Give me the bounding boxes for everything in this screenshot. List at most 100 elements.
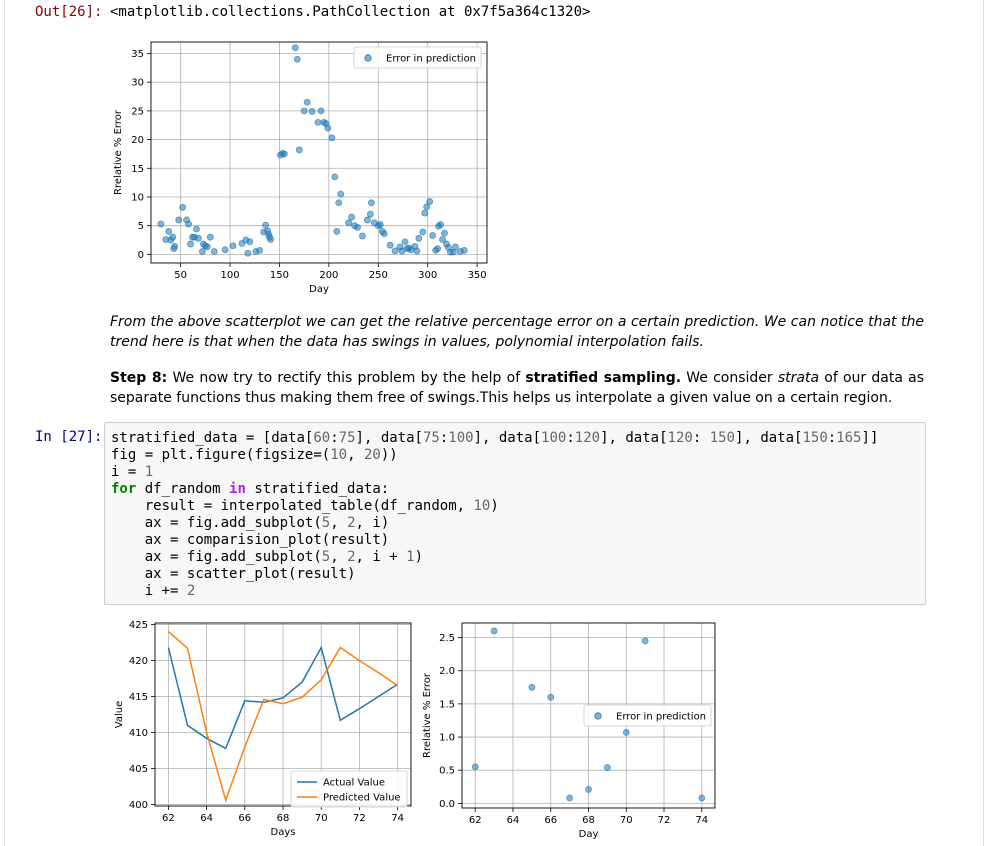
x-tick-label: 100 xyxy=(221,270,240,281)
data-point xyxy=(169,233,177,241)
data-point xyxy=(157,220,165,228)
code-line: fig = plt.figure(figsize=(10, 20)) xyxy=(111,447,398,463)
code-line: i += 2 xyxy=(144,583,196,599)
axes-frame xyxy=(150,41,488,264)
y-tick-label: 1.5 xyxy=(439,699,455,710)
x-tick-label: 150 xyxy=(270,270,289,281)
data-point xyxy=(434,245,441,253)
data-point xyxy=(528,683,536,691)
y-tick-label: 0 xyxy=(138,250,144,261)
y-axis-label: Rrelative % Error xyxy=(113,109,124,195)
y-tick-label: 420 xyxy=(129,656,148,667)
series-line xyxy=(167,631,399,803)
data-point xyxy=(367,199,375,207)
y-tick-label: 400 xyxy=(129,800,148,811)
x-axis-label: Day xyxy=(309,284,329,295)
data-point xyxy=(171,242,179,250)
data-point xyxy=(262,221,270,229)
x-tick-label: 350 xyxy=(468,270,487,281)
x-tick-label: 64 xyxy=(507,815,520,826)
data-point xyxy=(426,198,434,205)
data-point xyxy=(460,246,468,254)
x-tick-label: 200 xyxy=(319,270,338,281)
data-point xyxy=(187,240,194,248)
data-point xyxy=(244,249,252,257)
data-point xyxy=(421,209,429,217)
legend-box xyxy=(583,704,712,727)
code-line: for df_random in stratified_data: xyxy=(111,481,390,497)
y-tick-label: 2.5 xyxy=(439,633,455,644)
x-tick-label: 300 xyxy=(418,270,437,281)
data-point xyxy=(314,118,322,126)
data-point xyxy=(193,225,200,233)
data-point xyxy=(386,241,394,249)
in-prompt: In [27]: xyxy=(35,429,103,445)
legend-marker xyxy=(364,54,372,62)
x-tick-label: 68 xyxy=(582,815,595,826)
data-point xyxy=(698,794,706,802)
error-scatter-chart: 50 100 150 200 250 300 350 0 5 10 15 20 25 30 35 Day Rre… xyxy=(113,41,488,295)
y-tick-label: 15 xyxy=(131,164,144,175)
data-point xyxy=(437,221,444,228)
code-line: i = 1 xyxy=(111,464,154,480)
step-text-1: We now try to rectify this problem by th… xyxy=(167,370,526,386)
data-point xyxy=(354,224,361,231)
y-tick-label: 410 xyxy=(129,728,148,739)
data-point xyxy=(328,134,336,142)
data-point xyxy=(179,203,187,211)
data-point xyxy=(256,246,264,254)
data-point xyxy=(359,232,366,240)
data-point xyxy=(490,627,498,635)
data-point xyxy=(198,248,206,255)
data-point xyxy=(206,233,214,241)
x-tick-label: 72 xyxy=(658,815,671,826)
data-point xyxy=(331,173,339,181)
x-tick-label: 66 xyxy=(544,815,557,826)
legend-label: Actual Value xyxy=(323,778,385,789)
x-tick-label: 70 xyxy=(315,813,328,824)
y-axis-label: Value xyxy=(114,701,125,728)
code-line: ax = comparision_plot(result) xyxy=(144,532,390,548)
x-axis-label: Day xyxy=(579,829,599,840)
code-line: ax = fig.add_subplot(5, 2, i + 1) xyxy=(144,549,424,565)
data-point xyxy=(165,228,173,235)
data-point xyxy=(429,232,437,239)
code-editor[interactable]: stratified_data = [data[60:75], data[75:… xyxy=(111,430,878,600)
y-tick-label: 0.0 xyxy=(439,799,455,810)
data-point xyxy=(641,637,649,645)
x-tick-label: 72 xyxy=(353,813,366,824)
x-tick-label: 62 xyxy=(469,815,482,826)
output-text: <matplotlib.collections.PathCollection a… xyxy=(110,4,591,20)
legend-label: Error in prediction xyxy=(616,712,706,723)
x-tick-label: 62 xyxy=(162,813,175,824)
data-point xyxy=(203,243,211,251)
x-tick-label: 50 xyxy=(174,270,187,281)
x-tick-label: 64 xyxy=(200,813,213,824)
out-prompt: Out[26]: xyxy=(35,4,103,20)
data-point xyxy=(471,763,479,771)
legend-label: Error in prediction xyxy=(386,54,476,65)
code-cell[interactable]: stratified_data = [data[60:75], data[75:… xyxy=(104,422,926,605)
x-tick-label: 74 xyxy=(391,813,404,824)
notebook xyxy=(4,0,984,846)
step-text-2: We consider xyxy=(681,370,778,386)
code-line: ax = fig.add_subplot(5, 2, i) xyxy=(144,515,390,531)
data-point xyxy=(324,124,332,132)
legend-box xyxy=(353,46,482,69)
axes-frame xyxy=(154,622,412,807)
data-point xyxy=(364,216,371,224)
error-scatter-small-chart: 62 64 66 68 70 72 74 0.0 0.5 1.0 1.5 2.0 2.5 Day Rrela… xyxy=(422,622,716,840)
x-tick-label: 74 xyxy=(695,815,708,826)
data-point xyxy=(317,107,325,115)
step-label: Step 8: xyxy=(110,370,168,386)
y-tick-label: 0.5 xyxy=(439,766,455,777)
data-point xyxy=(566,794,574,802)
code-line: result = interpolated_table(df_random, 1… xyxy=(144,498,499,514)
y-tick-label: 10 xyxy=(131,192,144,203)
markdown-paragraph-1: From the above scatterplot we can get th… xyxy=(110,314,924,350)
data-point xyxy=(622,729,630,736)
y-tick-label: 30 xyxy=(131,78,144,89)
data-point xyxy=(348,213,356,221)
x-axis-label: Days xyxy=(271,827,296,838)
data-point xyxy=(337,190,345,198)
